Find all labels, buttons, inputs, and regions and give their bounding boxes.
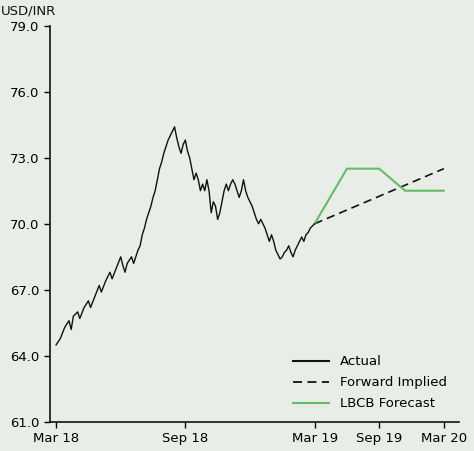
Legend: Actual, Forward Implied, LBCB Forecast: Actual, Forward Implied, LBCB Forecast <box>287 350 452 415</box>
Text: USD/INR: USD/INR <box>0 5 56 18</box>
